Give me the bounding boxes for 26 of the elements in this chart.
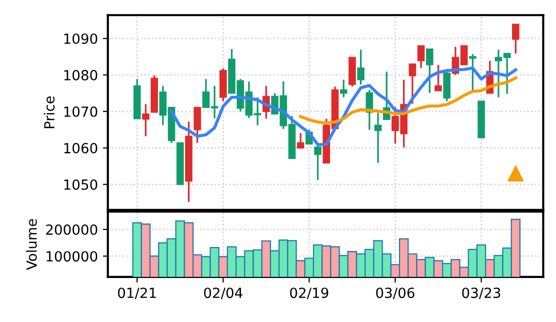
candlestick bbox=[194, 106, 201, 144]
candlestick bbox=[512, 23, 520, 54]
y-axis-title: Volume bbox=[26, 219, 37, 270]
x-tick-label: 02/19 bbox=[290, 288, 328, 300]
candlestick bbox=[408, 63, 416, 105]
y-tick-label: 1080 bbox=[64, 70, 98, 80]
x-tick-label: 03/23 bbox=[462, 288, 500, 300]
y-tick-label: 1070 bbox=[64, 106, 98, 117]
candlestick bbox=[142, 103, 150, 138]
candlestick bbox=[357, 48, 364, 86]
y-tick-label: 200000 bbox=[46, 224, 98, 235]
candlestick bbox=[296, 132, 304, 149]
y-axis-title: Price bbox=[44, 96, 55, 128]
candlestick bbox=[374, 112, 382, 164]
y-tick-label: 100000 bbox=[46, 251, 98, 262]
x-tick-label: 01/21 bbox=[118, 288, 156, 300]
x-tick-label: 02/04 bbox=[204, 288, 242, 300]
y-tick-label: 1090 bbox=[64, 33, 98, 44]
candlestick bbox=[469, 53, 476, 92]
candlestick bbox=[417, 44, 425, 69]
y-tick-label: 1050 bbox=[64, 179, 98, 190]
x-tick-label: 03/06 bbox=[376, 288, 414, 300]
candlestick bbox=[426, 48, 434, 94]
candlestick bbox=[340, 78, 348, 98]
y-tick-label: 1060 bbox=[64, 142, 98, 154]
candlestick bbox=[434, 64, 442, 92]
